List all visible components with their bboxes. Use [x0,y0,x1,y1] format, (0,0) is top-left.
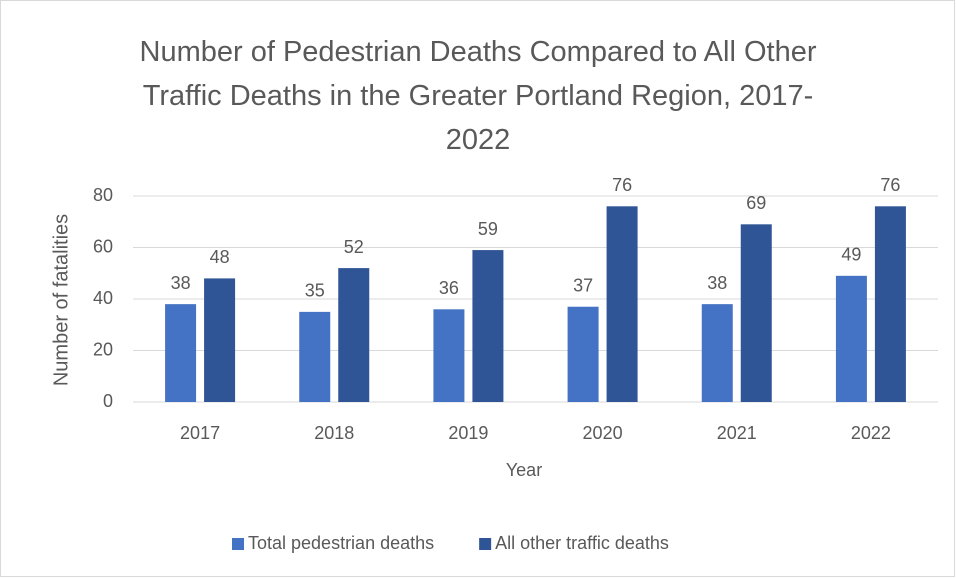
chart-title: Number of Pedestrian Deaths Compared to … [139,36,817,156]
bar [338,268,370,402]
bar [299,311,331,402]
bar [433,309,465,402]
x-axis-title: Year [506,460,542,480]
x-tick-label: 2022 [851,423,891,443]
bar [204,278,236,402]
bar [472,250,504,402]
bar [567,306,599,402]
y-tick-label: 40 [93,288,113,308]
value-label: 36 [439,278,459,298]
legend-label: All other traffic deaths [495,533,669,553]
y-tick-label: 80 [93,185,113,205]
value-label: 59 [478,219,498,239]
value-label: 37 [573,275,593,295]
bar [874,206,906,402]
bar [835,275,867,402]
x-tick-label: 2020 [583,423,623,443]
value-label: 76 [612,175,632,195]
value-label: 35 [305,281,325,301]
value-label: 49 [841,245,861,265]
value-label: 52 [344,237,364,257]
y-tick-label: 60 [93,236,113,256]
y-tick-label: 0 [103,391,113,411]
value-label: 38 [171,273,191,293]
bar [740,224,772,402]
bar [606,206,638,402]
x-tick-label: 2018 [314,423,354,443]
value-label: 38 [707,273,727,293]
x-tick-label: 2019 [448,423,488,443]
y-tick-label: 20 [93,339,113,359]
legend-label: Total pedestrian deaths [248,533,434,553]
legend-swatch [232,538,244,550]
value-label: 76 [880,175,900,195]
bar [165,304,197,402]
value-label: 48 [210,247,230,267]
x-tick-label: 2017 [180,423,220,443]
bar [701,304,733,402]
x-tick-label: 2021 [717,423,757,443]
legend-swatch [479,538,492,550]
y-axis-title: Number of fatalities [50,214,72,386]
value-label: 69 [746,193,766,213]
